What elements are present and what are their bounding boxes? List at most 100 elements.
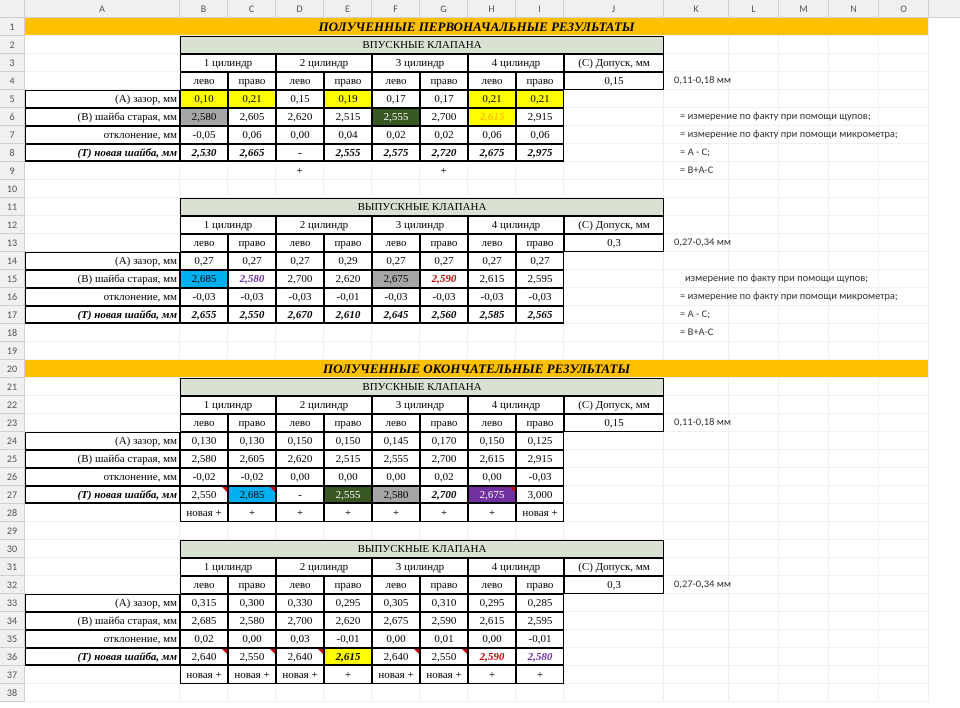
cell-E8[interactable]: 2,555 [324,144,372,162]
cell-H35[interactable]: 0,00 [468,630,516,648]
cell-D17[interactable]: 2,670 [276,306,324,324]
cell-A3[interactable] [25,54,180,72]
cell-G27[interactable]: 2,700 [420,486,468,504]
cell-F4[interactable]: лево [372,72,420,90]
cell-B34[interactable]: 2,685 [180,612,228,630]
cell-K34[interactable] [664,612,729,630]
cell-M31[interactable] [779,558,829,576]
cell-O34[interactable] [879,612,929,630]
cell-I6[interactable]: 2,915 [516,108,564,126]
cell-G10[interactable] [420,180,468,198]
cell-O22[interactable] [879,396,929,414]
cell-D29[interactable] [276,522,324,540]
cell-N8[interactable] [829,144,879,162]
cell-F12[interactable]: 3 цилиндр [372,216,468,234]
corner[interactable] [0,0,25,17]
cell-E25[interactable]: 2,515 [324,450,372,468]
cell-L24[interactable] [729,432,779,450]
cell-N33[interactable] [829,594,879,612]
cell-G29[interactable] [420,522,468,540]
cell-N38[interactable] [829,684,879,702]
cell-N24[interactable] [829,432,879,450]
cell-I16[interactable]: -0,03 [516,288,564,306]
cell-J8[interactable] [564,144,664,162]
row-header-1[interactable]: 1 [0,18,25,36]
cell-O13[interactable] [879,234,929,252]
cell-M11[interactable] [779,198,829,216]
cell-M35[interactable] [779,630,829,648]
cell-B6[interactable]: 2,580 [180,108,228,126]
cell-F33[interactable]: 0,305 [372,594,420,612]
cell-D5[interactable]: 0,15 [276,90,324,108]
cell-K30[interactable] [664,540,729,558]
cell-F37[interactable]: новая + [372,666,420,684]
cell-O26[interactable] [879,468,929,486]
cell-M13[interactable] [779,234,829,252]
cell-C36[interactable]: 2,550 [228,648,276,666]
cell-B30[interactable]: ВЫПУСКНЫЕ КЛАПАНА [180,540,664,558]
cell-I29[interactable] [516,522,564,540]
cell-E36[interactable]: 2,615 [324,648,372,666]
cell-D10[interactable] [276,180,324,198]
cell-J35[interactable] [564,630,664,648]
cell-L14[interactable] [729,252,779,270]
cell-D13[interactable]: лево [276,234,324,252]
cell-M5[interactable] [779,90,829,108]
cell-B11[interactable]: ВЫПУСКНЫЕ КЛАПАНА [180,198,664,216]
cell-C24[interactable]: 0,130 [228,432,276,450]
cell-N23[interactable] [829,414,879,432]
row-header-20[interactable]: 20 [0,360,25,378]
cell-L29[interactable] [729,522,779,540]
cell-K36[interactable] [664,648,729,666]
cell-F32[interactable]: лево [372,576,420,594]
row-header-13[interactable]: 13 [0,234,25,252]
row-header-24[interactable]: 24 [0,432,25,450]
cell-H8[interactable]: 2,675 [468,144,516,162]
cell-B4[interactable]: лево [180,72,228,90]
cell-H33[interactable]: 0,295 [468,594,516,612]
cell-M2[interactable] [779,36,829,54]
cell-D26[interactable]: 0,00 [276,468,324,486]
cell-E4[interactable]: право [324,72,372,90]
cell-J29[interactable] [564,522,664,540]
cell-B33[interactable]: 0,315 [180,594,228,612]
cell-L2[interactable] [729,36,779,54]
cell-J36[interactable] [564,648,664,666]
cell-B23[interactable]: лево [180,414,228,432]
cell-M18[interactable] [779,324,829,342]
col-L[interactable]: L [729,0,779,17]
row-header-14[interactable]: 14 [0,252,25,270]
cell-H13[interactable]: лево [468,234,516,252]
cell-M37[interactable] [779,666,829,684]
cell-I34[interactable]: 2,595 [516,612,564,630]
cell-L11[interactable] [729,198,779,216]
cell-A1[interactable]: ПОЛУЧЕННЫЕ ПЕРВОНАЧАЛЬНЫЕ РЕЗУЛЬТАТЫ [25,18,929,36]
cell-J10[interactable] [564,180,664,198]
cell-G17[interactable]: 2,560 [420,306,468,324]
cell-L9[interactable] [729,162,779,180]
cell-E15[interactable]: 2,620 [324,270,372,288]
cell-J6[interactable] [564,108,664,126]
cell-I9[interactable] [516,162,564,180]
cell-K27[interactable] [664,486,729,504]
cell-M24[interactable] [779,432,829,450]
cell-A21[interactable] [25,378,180,396]
cell-N3[interactable] [829,54,879,72]
cell-J37[interactable] [564,666,664,684]
cell-M25[interactable] [779,450,829,468]
cell-M29[interactable] [779,522,829,540]
cell-A26[interactable]: отклонение, мм [25,468,180,486]
cell-O12[interactable] [879,216,929,234]
cell-E17[interactable]: 2,610 [324,306,372,324]
cell-A17[interactable]: (T) новая шайба, мм [25,306,180,324]
cell-M22[interactable] [779,396,829,414]
cell-B24[interactable]: 0,130 [180,432,228,450]
cell-K22[interactable] [664,396,729,414]
cell-M4[interactable] [779,72,829,90]
cell-A29[interactable] [25,522,180,540]
cell-F27[interactable]: 2,580 [372,486,420,504]
cell-H29[interactable] [468,522,516,540]
cell-J26[interactable] [564,468,664,486]
cell-I33[interactable]: 0,285 [516,594,564,612]
cell-H36[interactable]: 2,590 [468,648,516,666]
